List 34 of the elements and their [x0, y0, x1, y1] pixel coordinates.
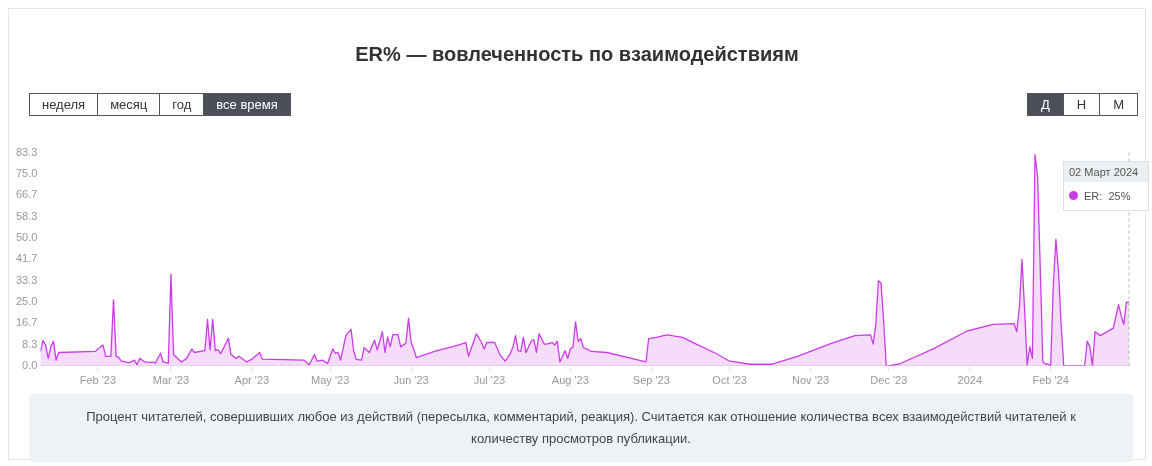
x-tick-label: Jun '23	[393, 374, 429, 387]
y-tick-label: 66.7	[15, 188, 38, 201]
y-tick-label: 33.3	[15, 273, 38, 286]
text: Процент читателей, совершивших любое из действий (пересылка, комментарий, реакция). Считается как отношение количества всех взаимодействий читателей к количеству просмотров публикации.	[29, 394, 1133, 462]
text: месяц	[98, 93, 161, 116]
text: Н	[1063, 93, 1101, 116]
text: год	[160, 93, 205, 116]
x-tick-label: Feb '23	[79, 374, 117, 387]
x-tick-label: Apr '23	[234, 374, 270, 387]
y-tick-label: 41.7	[15, 252, 38, 265]
x-tick-label: Nov '23	[792, 374, 829, 387]
x-tick-label: 2024	[957, 374, 982, 387]
x-tick-label: Dec '23	[870, 374, 908, 387]
x-tick-label: Oct '23	[712, 374, 747, 387]
x-tick-label: Sep '23	[632, 374, 670, 387]
y-tick-label: 75.0	[15, 166, 38, 179]
x-tick-label: Jul '23	[473, 374, 506, 387]
annotation: 02 Март 2024 ER: 25%	[1068, 164, 1140, 202]
text: Д	[1026, 93, 1064, 116]
y-tick-label: 8.3	[22, 337, 38, 350]
y-tick-label: 25.0	[15, 294, 38, 307]
x-tick-label: Feb '24	[1032, 374, 1069, 387]
x-tick-label: Mar '23	[152, 374, 190, 387]
text: неделя	[29, 93, 99, 116]
y-tick-label: 16.7	[15, 316, 38, 329]
text: М	[1100, 93, 1138, 116]
text: все время	[204, 93, 291, 116]
x-tick-label: Aug '23	[551, 374, 589, 387]
y-tick-label: 50.0	[15, 230, 38, 243]
x-tick-label: May '23	[311, 374, 350, 387]
y-tick-label: 83.3	[15, 145, 38, 158]
y-tick-label: 0.0	[22, 358, 38, 371]
chart-title: ER% — вовлеченность по взаимодействиям	[354, 43, 800, 66]
y-tick-label: 58.3	[15, 209, 38, 222]
